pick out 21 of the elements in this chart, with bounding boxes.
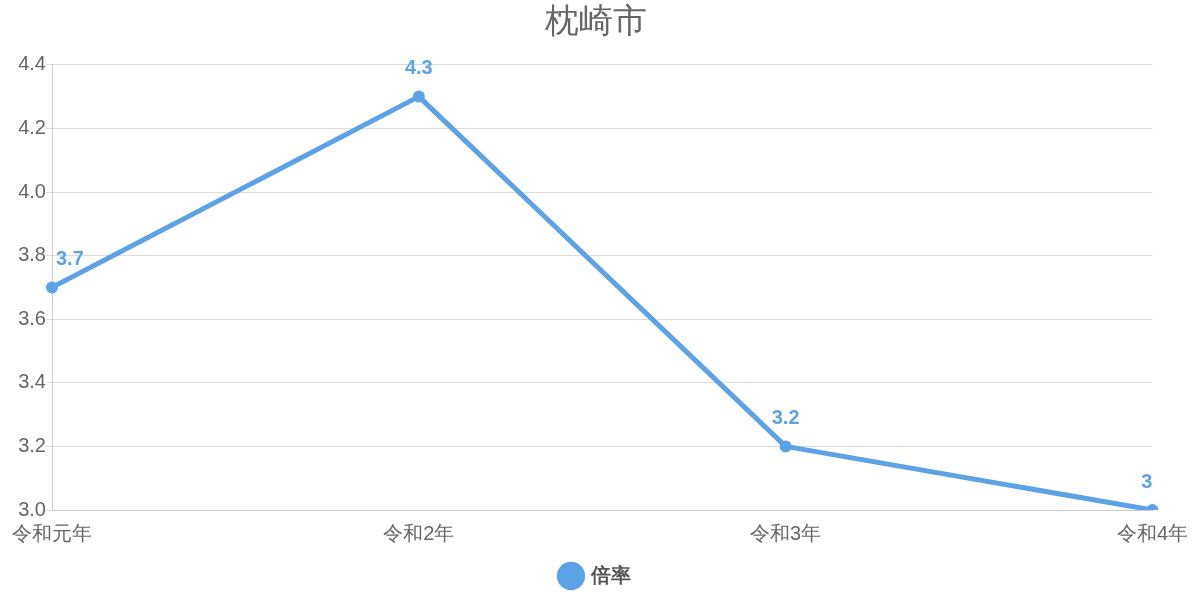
x-tick-label: 令和4年 [1116,521,1188,544]
y-tick-label: 3.2 [18,433,46,456]
data-label: 3.2 [771,405,800,428]
y-tick-label: 3.0 [18,497,46,520]
x-tick-label: 令和元年 [12,521,92,544]
chart-title: 枕崎市 [544,0,647,39]
point [412,90,425,103]
x-tick-label: 令和3年 [750,521,822,544]
data-label: 4.3 [404,56,433,79]
x-tick-label: 令和2年 [383,521,455,544]
y-tick-label: 3.4 [18,370,46,393]
legend-label: 倍率 [590,563,631,586]
data-label: 3.7 [56,246,84,269]
y-tick-label: 3.6 [18,306,46,329]
y-tick-label: 3.8 [18,243,46,266]
y-tick-label: 4.4 [18,52,46,75]
point [46,281,58,294]
point [779,440,792,453]
data-label: 3 [1141,469,1153,492]
y-tick-label: 4.0 [18,179,46,202]
y-tick-label: 4.2 [18,115,46,138]
